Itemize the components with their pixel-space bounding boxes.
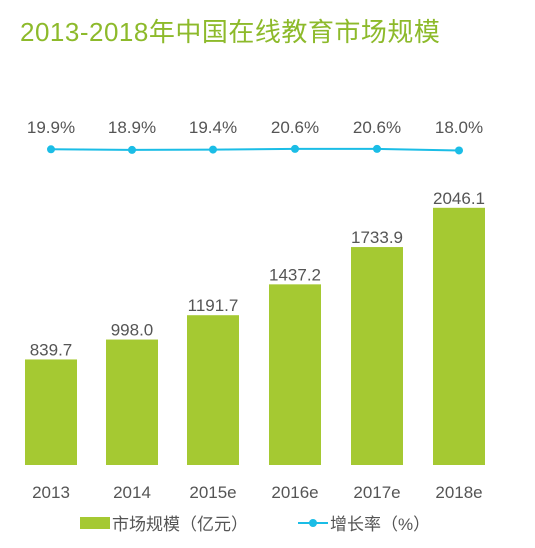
bar-2016e [269,284,321,465]
x-tick-label: 2015e [189,483,236,502]
growth-value-label: 20.6% [353,118,401,137]
bar-2014 [106,339,158,465]
x-tick-group: 2013 2014 2015e 2016e 2017e 2018e [32,483,483,502]
bar-value-label: 1437.2 [269,265,321,284]
growth-point-2014 [128,145,136,154]
bar-value-label: 1733.9 [351,228,403,247]
bar-group [25,207,485,465]
x-tick-label: 2013 [32,483,70,502]
x-tick-label: 2017e [353,483,400,502]
growth-line-group: 19.9% 18.9% 19.4% 20.6% 20.6% 18.0% [27,118,483,155]
chart-title: 2013-2018年中国在线教育市场规模 [20,17,441,47]
bar-value-label: 2046.1 [433,189,485,208]
growth-value-label: 18.0% [435,118,483,137]
bar-2017e [351,247,403,465]
bar-label-group: 839.7 998.0 1191.7 1437.2 1733.9 2046.1 [30,189,485,360]
bar-value-label: 839.7 [30,340,73,359]
growth-point-2016e [291,144,299,153]
growth-value-label: 19.9% [27,118,75,137]
legend-label-market-size: 市场规模（亿元） [112,515,248,534]
growth-value-label: 19.4% [189,118,237,137]
growth-point-2015e [209,145,217,154]
bar-2018e [433,207,485,465]
bar-2013 [25,359,77,465]
bar-value-label: 1191.7 [188,296,239,315]
growth-value-label: 18.9% [108,118,156,137]
x-tick-label: 2018e [435,483,482,502]
growth-value-label: 20.6% [271,118,319,137]
legend: 市场规模（亿元） 增长率（%） [0,510,535,538]
growth-point-2018e [455,146,463,155]
growth-point-2017e [373,144,381,153]
growth-point-2013 [47,145,55,154]
legend-label-growth-rate: 增长率（%） [330,515,431,534]
growth-line [50,147,460,152]
legend-swatch-bar [80,516,110,529]
x-tick-label: 2014 [113,483,151,502]
legend-swatch-line [298,517,328,529]
legend-item-market-size: 市场规模（亿元） [80,510,248,535]
x-tick-label: 2016e [271,483,318,502]
legend-item-growth-rate: 增长率（%） [298,510,430,535]
bar-value-label: 998.0 [111,321,154,340]
bar-2015e [187,315,239,465]
